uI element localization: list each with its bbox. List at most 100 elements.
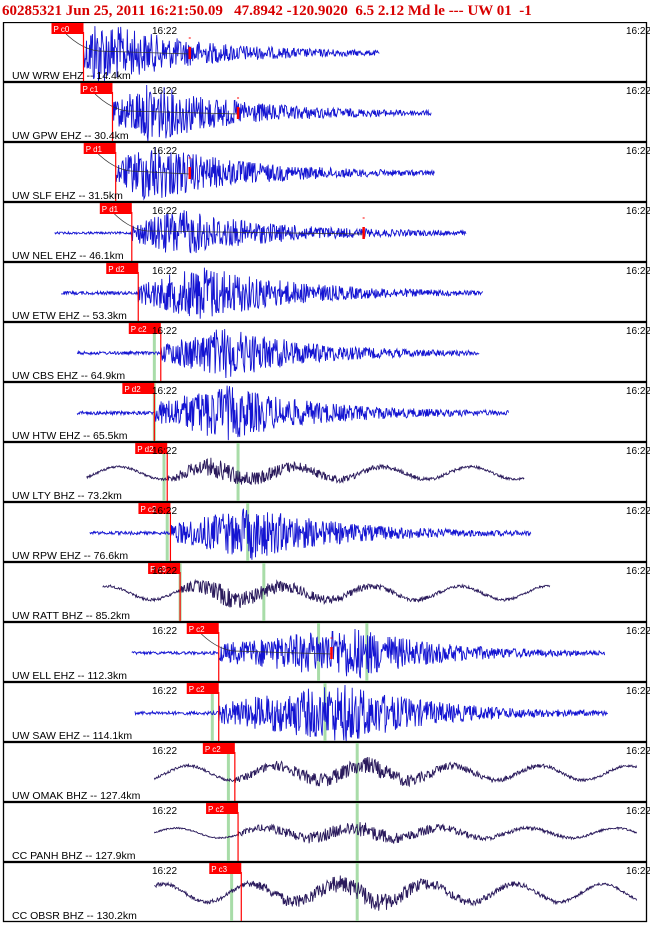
time-tick-label: 16:22 bbox=[152, 746, 177, 757]
time-tick-label: 16:22 bbox=[152, 326, 177, 337]
time-tick-label: 16:22 bbox=[152, 806, 177, 817]
trace-frame bbox=[2, 741, 648, 803]
phase-pick-label: P c2 bbox=[189, 685, 205, 694]
station-label: UW OMAK BHZ -- 127.4km bbox=[12, 790, 141, 802]
event-depth: 6.5 bbox=[355, 3, 375, 19]
time-tick-label-right: 16:22 bbox=[626, 506, 650, 517]
time-tick-label: 16:22 bbox=[152, 626, 177, 637]
trace-frame bbox=[2, 561, 648, 623]
station-label: UW LTY BHZ -- 73.2km bbox=[12, 490, 122, 502]
time-tick-label-right: 16:22 bbox=[626, 806, 650, 817]
event-datetime: Jun 25, 2011 16:21:50.09 bbox=[65, 3, 223, 19]
phase-pick-flag bbox=[135, 443, 168, 454]
time-tick-label-right: 16:22 bbox=[626, 266, 650, 277]
trace-frame bbox=[2, 861, 648, 923]
station-label: CC OBSR BHZ -- 130.2km bbox=[12, 910, 137, 922]
event-quality: --- bbox=[448, 3, 464, 19]
station-label: UW NEL EHZ -- 46.1km bbox=[12, 250, 124, 262]
phase-pick-flag bbox=[80, 83, 113, 94]
trace-frame bbox=[2, 22, 648, 83]
trace-frame bbox=[2, 141, 648, 203]
waveform-trace bbox=[89, 508, 532, 560]
time-tick-label-right: 16:22 bbox=[626, 326, 650, 337]
phase-pick-label: P c0 bbox=[54, 25, 70, 34]
trace-frame bbox=[2, 81, 648, 143]
trace-frame bbox=[2, 201, 648, 263]
time-tick-label-right: 16:22 bbox=[626, 686, 650, 697]
event-mag-type: Md bbox=[407, 3, 431, 19]
waveform-trace bbox=[115, 146, 435, 201]
phase-pick-flag bbox=[202, 743, 235, 754]
phase-pick-label: P c3 bbox=[150, 565, 166, 574]
phase-pick-flag bbox=[186, 683, 219, 694]
trace-frame bbox=[2, 621, 648, 683]
phase-pick-label: P c2 bbox=[131, 325, 147, 334]
time-tick-label: 16:22 bbox=[152, 266, 177, 277]
event-magnitude: 2.12 bbox=[377, 3, 405, 19]
time-tick-label-right: 16:22 bbox=[626, 866, 650, 877]
time-tick-label: 16:22 bbox=[152, 866, 177, 877]
phase-pick-flag bbox=[186, 623, 219, 634]
event-id: 60285321 bbox=[2, 3, 62, 19]
phase-pick-flag bbox=[128, 323, 161, 334]
station-label: UW WRW EHZ -- 14.4km bbox=[12, 70, 131, 82]
station-label: UW GPW EHZ -- 30.4km bbox=[12, 130, 129, 142]
trace-frame bbox=[2, 441, 648, 503]
time-tick-label-right: 16:22 bbox=[626, 626, 650, 637]
event-network: UW bbox=[467, 3, 493, 19]
station-label: UW ETW EHZ -- 53.3km bbox=[12, 310, 127, 322]
waveform-trace bbox=[154, 875, 638, 911]
trace-frame bbox=[2, 261, 648, 323]
waveform-trace bbox=[112, 84, 432, 142]
waveform-trace bbox=[83, 26, 380, 82]
phase-pick-flag bbox=[122, 383, 155, 394]
time-tick-label: 16:22 bbox=[152, 446, 177, 457]
waveform-trace bbox=[153, 822, 638, 844]
waveform-trace bbox=[131, 628, 606, 679]
phase-pick-flag bbox=[99, 203, 132, 214]
time-tick-label: 16:22 bbox=[152, 86, 177, 97]
phase-pick-flag bbox=[51, 23, 84, 34]
phase-pick-label: P d2 bbox=[137, 445, 154, 454]
time-tick-label-right: 16:22 bbox=[626, 566, 650, 577]
station-label: UW CBS EHZ -- 64.9km bbox=[12, 370, 125, 382]
seismogram-panel: P c0 16:22 16:22 UW WRW EHZ -- 14.4km P c1 16… bbox=[2, 22, 650, 923]
time-tick-label-right: 16:22 bbox=[626, 26, 650, 37]
time-tick-label-right: 16:22 bbox=[626, 746, 650, 757]
station-label: UW RPW EHZ -- 76.6km bbox=[12, 550, 128, 562]
phase-pick-label: P c2 bbox=[205, 745, 221, 754]
phase-pick-flag bbox=[138, 503, 171, 514]
trace-frame bbox=[2, 381, 648, 443]
station-label: UW SLF EHZ -- 31.5km bbox=[12, 190, 123, 202]
station-label: UW RATT BHZ -- 85.2km bbox=[12, 610, 130, 622]
phase-pick-flag bbox=[106, 263, 139, 274]
phase-pick-flag bbox=[148, 563, 181, 574]
phase-pick-label: P d2 bbox=[124, 385, 141, 394]
event-trailing: -1 bbox=[519, 3, 532, 19]
time-tick-label-right: 16:22 bbox=[626, 86, 650, 97]
time-tick-label: 16:22 bbox=[152, 206, 177, 217]
waveform-trace bbox=[61, 267, 484, 319]
phase-pick-label: P d1 bbox=[86, 145, 103, 154]
time-tick-label: 16:22 bbox=[152, 686, 177, 697]
phase-pick-label: P c2 bbox=[140, 505, 156, 514]
waveform-trace bbox=[76, 385, 509, 441]
waveform-trace bbox=[86, 457, 525, 485]
event-longitude: -120.9020 bbox=[286, 3, 348, 19]
time-tick-label-right: 16:22 bbox=[626, 146, 650, 157]
waveform-trace bbox=[153, 756, 638, 788]
trace-frame bbox=[2, 321, 648, 383]
phase-pick-label: P d1 bbox=[102, 205, 119, 214]
trace-frame bbox=[2, 501, 648, 563]
time-tick-label-right: 16:22 bbox=[626, 386, 650, 397]
station-label: UW ELL EHZ -- 112.3km bbox=[12, 670, 127, 682]
waveform-trace bbox=[102, 578, 551, 608]
event-version: 01 bbox=[496, 3, 512, 19]
time-tick-label-right: 16:22 bbox=[626, 446, 650, 457]
waveform-trace bbox=[76, 328, 480, 379]
station-label: UW HTW EHZ -- 65.5km bbox=[12, 430, 128, 442]
time-tick-label: 16:22 bbox=[152, 566, 177, 577]
time-tick-label: 16:22 bbox=[152, 386, 177, 397]
waveform-trace bbox=[54, 210, 467, 254]
phase-pick-label: P c3 bbox=[211, 865, 227, 874]
